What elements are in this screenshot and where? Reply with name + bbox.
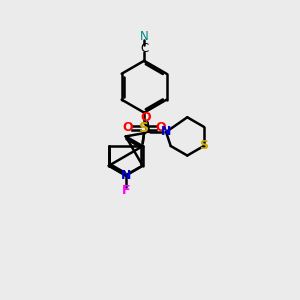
- Text: S: S: [199, 140, 208, 152]
- Text: F: F: [122, 184, 130, 197]
- Text: N: N: [140, 30, 148, 43]
- Text: O: O: [155, 122, 166, 134]
- Text: N: N: [121, 169, 131, 182]
- Text: O: O: [140, 111, 151, 124]
- Text: C: C: [140, 42, 148, 55]
- Text: S: S: [139, 121, 149, 135]
- Text: N: N: [161, 125, 171, 139]
- Text: O: O: [123, 122, 133, 134]
